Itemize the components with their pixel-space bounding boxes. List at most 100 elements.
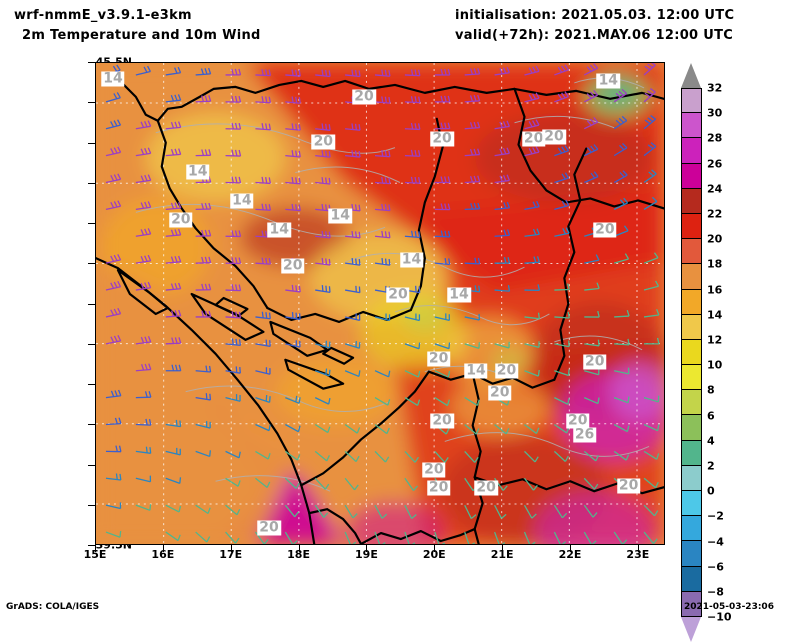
colorbar-swatch [681, 264, 702, 289]
colorbar-tick-label: 30 [707, 107, 722, 120]
colorbar-swatch [681, 567, 702, 592]
colorbar-tick-label: 10 [707, 359, 722, 372]
x-axis-tick-mark [638, 545, 639, 552]
contour-label: 14 [400, 253, 423, 268]
colorbar-tick-label: −10 [707, 611, 732, 624]
render-timestamp: 2021-05-03-23:06 [684, 602, 774, 612]
colorbar-tick-label: 16 [707, 283, 722, 296]
colorbar-swatch [681, 239, 702, 264]
x-axis-tick-mark [366, 545, 367, 552]
contour-label: 20 [422, 462, 445, 477]
y-axis-tick-mark [88, 545, 95, 546]
y-axis-tick-mark [88, 263, 95, 264]
contour-label: 20 [430, 132, 453, 147]
contour-label: 14 [267, 223, 290, 238]
colorbar-tick-label: −8 [707, 586, 724, 599]
colorbar-swatch [681, 88, 702, 113]
contour-label: 20 [474, 481, 497, 496]
colorbar-swatch [681, 390, 702, 415]
y-axis-tick-mark [88, 344, 95, 345]
colorbar-tick-label: 18 [707, 258, 722, 271]
x-axis-tick-mark [95, 545, 96, 552]
x-axis-tick-mark [163, 545, 164, 552]
colorbar-tick-label: 26 [707, 157, 722, 170]
y-axis-tick-mark [88, 424, 95, 425]
colorbar-swatch [681, 491, 702, 516]
colorbar-tick-label: 14 [707, 308, 722, 321]
colorbar-swatch [681, 214, 702, 239]
colorbar-tick-label: 22 [707, 208, 722, 221]
colorbar-tick-label: −4 [707, 535, 724, 548]
y-axis-tick-mark [88, 304, 95, 305]
contour-label: 14 [101, 72, 124, 87]
colorbar-tick-label: 8 [707, 384, 715, 397]
colorbar-bottom-arrow [681, 617, 701, 642]
colorbar-top-arrow [681, 63, 701, 88]
colorbar-tick-label: 24 [707, 182, 722, 195]
contour-label: 14 [329, 208, 352, 223]
y-axis-tick-mark [88, 465, 95, 466]
colorbar-tick-label: 32 [707, 82, 722, 95]
contour-label: 20 [257, 521, 280, 536]
colorbar-swatch [681, 189, 702, 214]
valid-time: valid(+72h): 2021.MAY.06 12:00 UTC [455, 28, 733, 43]
colorbar-swatch [681, 290, 702, 315]
y-axis-tick-mark [88, 183, 95, 184]
contour-label: 20 [386, 287, 409, 302]
colorbar-tick-label: 12 [707, 334, 722, 347]
colorbar-swatch [681, 340, 702, 365]
colorbar-swatch [681, 516, 702, 541]
colorbar-swatch [681, 113, 702, 138]
contour-label: 20 [488, 386, 511, 401]
contour-label: 20 [312, 134, 335, 149]
field-title: 2m Temperature and 10m Wind [22, 28, 261, 43]
colorbar-tick-label: 2 [707, 460, 715, 473]
colorbar-tick-label: 0 [707, 485, 715, 498]
y-axis-tick-mark [88, 505, 95, 506]
colorbar-tick-label: −2 [707, 510, 724, 523]
grads-credit: GrADS: COLA/IGES [6, 602, 99, 612]
x-axis-tick-mark [231, 545, 232, 552]
colorbar-swatch [681, 315, 702, 340]
colorbar-swatch [681, 441, 702, 466]
contour-label: 20 [430, 414, 453, 429]
x-axis-tick-mark [570, 545, 571, 552]
contour-label: 14 [447, 287, 470, 302]
contour-label: 20 [542, 130, 565, 145]
colorbar-tick-label: 20 [707, 233, 722, 246]
contour-label: 20 [281, 258, 304, 273]
colorbar-swatch [681, 365, 702, 390]
x-axis-tick-mark [434, 545, 435, 552]
colorbar-swatch [681, 164, 702, 189]
y-axis-tick-mark [88, 223, 95, 224]
temperature-colorbar[interactable] [681, 88, 702, 617]
y-axis-tick-mark [88, 143, 95, 144]
contour-label: 20 [169, 212, 192, 227]
contour-label: 20 [495, 363, 518, 378]
contour-label: 26 [573, 427, 596, 442]
y-axis-tick-mark [88, 62, 95, 63]
colorbar-swatch [681, 138, 702, 163]
colorbar-swatch [681, 415, 702, 440]
contour-label: 14 [597, 73, 620, 88]
contour-label: 14 [230, 194, 253, 209]
initialisation-time: initialisation: 2021.05.03. 12:00 UTC [455, 8, 734, 23]
y-axis-tick-mark [88, 102, 95, 103]
x-axis-tick-mark [299, 545, 300, 552]
y-axis-tick-mark [88, 384, 95, 385]
colorbar-swatch [681, 466, 702, 491]
contour-label: 14 [186, 164, 209, 179]
colorbar-swatch [681, 541, 702, 566]
contour-label: 20 [352, 89, 375, 104]
contour-label: 20 [583, 355, 606, 370]
model-title: wrf-nmmE_v3.9.1-e3km [14, 8, 192, 23]
colorbar-tick-label: 28 [707, 132, 722, 145]
x-axis-tick-mark [502, 545, 503, 552]
contour-label: 20 [427, 352, 450, 367]
colorbar-tick-label: −6 [707, 560, 724, 573]
colorbar-tick-label: 4 [707, 434, 715, 447]
contour-label: 14 [464, 363, 487, 378]
contour-label: 20 [427, 481, 450, 496]
